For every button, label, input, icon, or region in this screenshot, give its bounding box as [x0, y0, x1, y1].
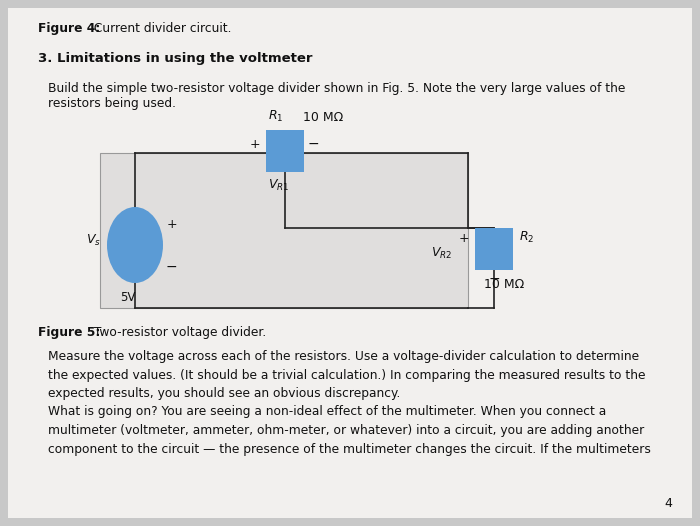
Text: $V_{R1}$: $V_{R1}$ [268, 178, 289, 193]
Text: 10 MΩ: 10 MΩ [303, 111, 343, 124]
Bar [475, 228, 513, 270]
Bar [266, 130, 304, 172]
Text: Current divider circuit.: Current divider circuit. [90, 22, 232, 35]
Text: Two-resistor voltage divider.: Two-resistor voltage divider. [90, 326, 266, 339]
Text: −: − [166, 260, 178, 274]
Text: Figure 5:: Figure 5: [38, 326, 100, 339]
Text: $\mathit{V}_s$: $\mathit{V}_s$ [86, 233, 101, 248]
Text: $R_2$: $R_2$ [519, 230, 534, 245]
Text: $V_{R2}$: $V_{R2}$ [431, 246, 452, 261]
Text: 5V: 5V [120, 291, 135, 304]
Text: resistors being used.: resistors being used. [48, 97, 176, 110]
Text: +: + [458, 232, 469, 245]
Text: 4: 4 [664, 497, 672, 510]
Text: −: − [308, 137, 320, 151]
Text: 10 MΩ: 10 MΩ [484, 278, 524, 291]
Text: Measure the voltage across each of the resistors. Use a voltage-divider calculat: Measure the voltage across each of the r… [48, 350, 651, 456]
Bar [100, 153, 468, 308]
Text: Build the simple two-resistor voltage divider shown in Fig. 5. Note the very lar: Build the simple two-resistor voltage di… [48, 82, 625, 95]
Text: +: + [167, 218, 178, 231]
Ellipse shape [107, 207, 163, 283]
Text: +: + [249, 137, 260, 150]
Text: Figure 4:: Figure 4: [38, 22, 100, 35]
Text: 3. Limitations in using the voltmeter: 3. Limitations in using the voltmeter [38, 52, 312, 65]
Text: −: − [488, 272, 500, 286]
Text: $R_1$: $R_1$ [267, 109, 283, 124]
